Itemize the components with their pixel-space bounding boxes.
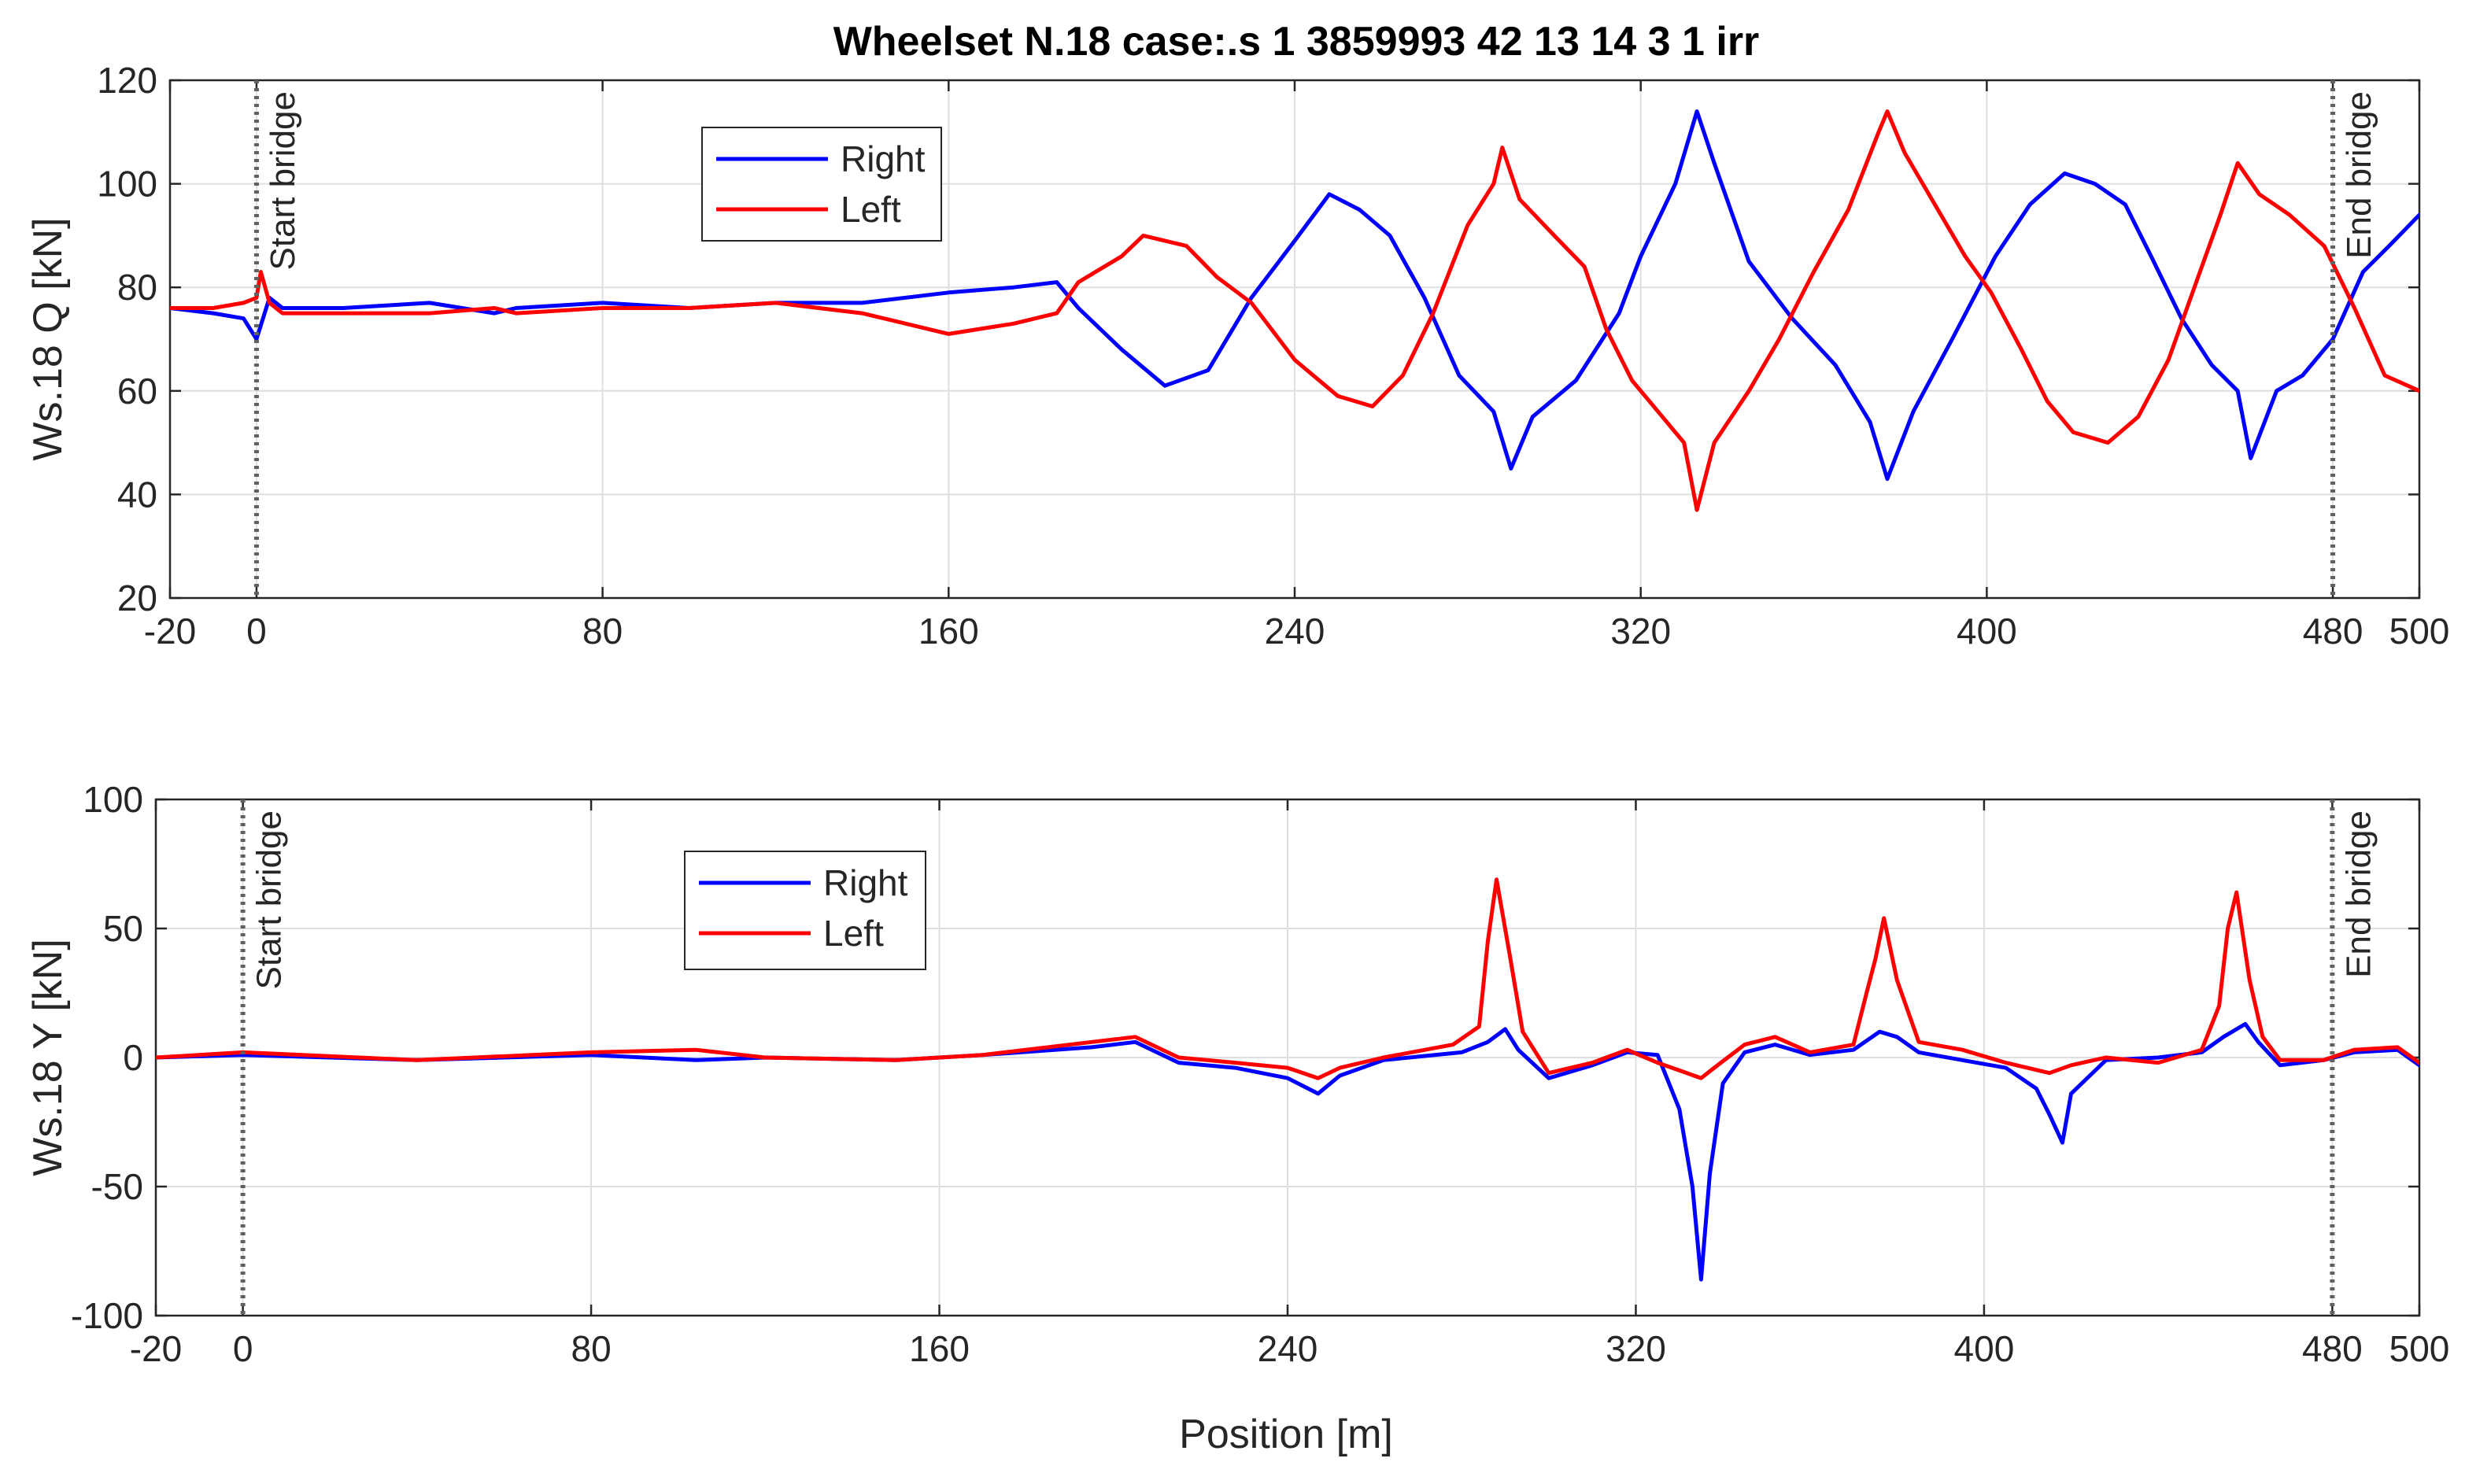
series-line-right xyxy=(156,1021,2419,1282)
bridge-marker-label: End bridge xyxy=(2340,91,2378,259)
y-axis-label: Ws.18 Q [kN] xyxy=(25,217,71,460)
bridge-marker-label: End bridge xyxy=(2339,810,2378,978)
y-tick-label: -50 xyxy=(91,1166,143,1207)
series-group xyxy=(170,109,2419,512)
y-tick-label: 80 xyxy=(117,267,157,308)
x-tick-label: 0 xyxy=(233,1328,253,1369)
x-tick-label: 320 xyxy=(1606,1328,1666,1369)
y-tick-label: 50 xyxy=(103,908,143,949)
x-tick-label: 480 xyxy=(2302,1328,2363,1369)
x-tick-label: 480 xyxy=(2303,611,2363,652)
x-tick-label: 240 xyxy=(1265,611,1325,652)
top-panel-q-force: -20 0 80 160 240 320 400 480 500 20 40 60 80 100 120 Ws… xyxy=(25,60,2449,652)
legend-label-right: Right xyxy=(823,862,908,903)
legend: Right Left xyxy=(684,851,926,970)
legend-label-left: Left xyxy=(841,189,901,230)
x-tick-label: 500 xyxy=(2389,1328,2450,1369)
y-axis-label: Ws.18 Y [kN] xyxy=(25,939,71,1176)
y-tick-label: 100 xyxy=(97,164,157,205)
x-tick-label: 320 xyxy=(1610,611,1671,652)
y-tick-label: 120 xyxy=(97,60,157,101)
series-line-right xyxy=(170,109,2419,482)
legend-label-left: Left xyxy=(823,913,884,954)
x-tick-label: 160 xyxy=(909,1328,970,1369)
x-tick-label: 0 xyxy=(246,611,267,652)
y-tick-label: 100 xyxy=(83,779,143,820)
x-tick-label: 160 xyxy=(918,611,979,652)
y-tick-label: 60 xyxy=(117,371,157,412)
y-tick-label: 20 xyxy=(117,578,157,618)
chart-title: Wheelset N.18 case:.s 1 3859993 42 13 14… xyxy=(833,19,1760,65)
x-tick-label: 400 xyxy=(1954,1328,2015,1369)
legend-box xyxy=(684,851,926,970)
y-tick-label: 0 xyxy=(123,1037,143,1078)
legend-label-right: Right xyxy=(841,138,926,179)
bottom-panel-y-force: -20 0 80 160 240 320 400 480 500 -100 -50 0 50 100 Ws.… xyxy=(25,779,2449,1369)
x-tick-label: 240 xyxy=(1258,1328,1318,1369)
bridge-marker-label: Start bridge xyxy=(264,91,302,270)
series-group xyxy=(156,877,2419,1282)
x-tick-label: 80 xyxy=(582,611,623,652)
x-tick-label: 80 xyxy=(571,1328,611,1369)
x-tick-label: 500 xyxy=(2389,611,2450,652)
grid-lines xyxy=(170,80,2419,598)
series-line-left xyxy=(156,877,2419,1080)
y-tick-label: 40 xyxy=(117,474,157,515)
y-tick-label: -100 xyxy=(71,1295,143,1336)
legend: Right Left xyxy=(701,127,942,242)
bridge-marker-label: Start bridge xyxy=(250,810,289,989)
x-tick-label: -20 xyxy=(130,1328,182,1369)
legend-box xyxy=(701,127,942,242)
x-tick-label: 400 xyxy=(1957,611,2017,652)
x-axis-label: Position [m] xyxy=(1179,1412,1393,1457)
series-line-left xyxy=(170,109,2419,512)
x-tick-label: -20 xyxy=(144,611,196,652)
